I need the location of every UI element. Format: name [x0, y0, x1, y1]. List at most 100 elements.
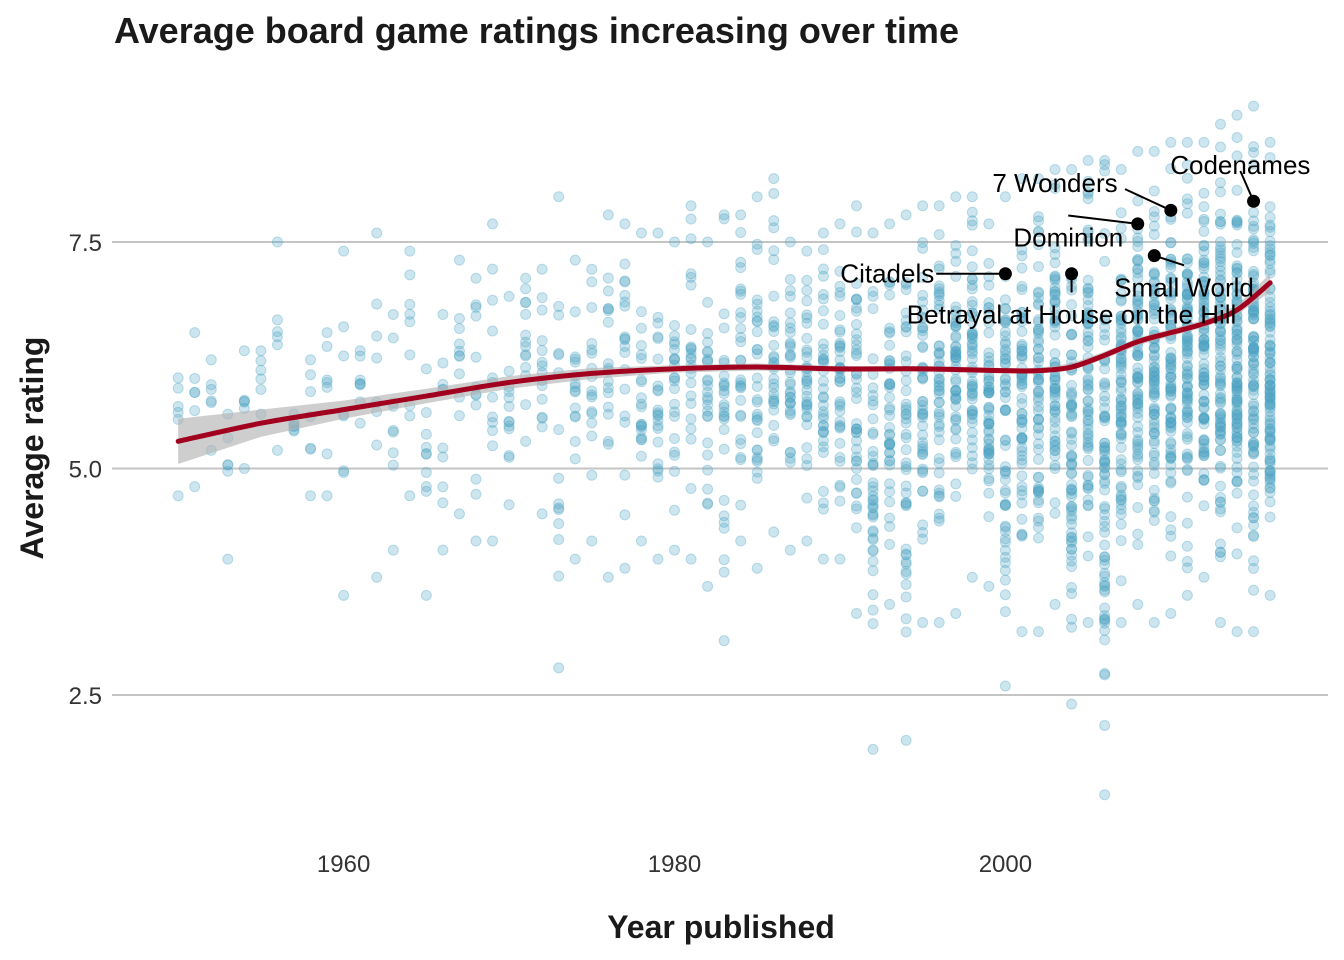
data-point — [1231, 467, 1243, 479]
data-point — [1165, 368, 1177, 380]
data-point — [1165, 383, 1177, 395]
data-point — [834, 326, 846, 338]
data-point — [884, 538, 896, 550]
data-point — [718, 566, 730, 578]
data-point — [917, 289, 929, 301]
data-point — [1181, 269, 1193, 281]
data-point — [1115, 273, 1127, 285]
data-point — [1165, 310, 1177, 322]
data-point — [718, 411, 730, 423]
data-point — [933, 434, 945, 446]
data-point — [768, 222, 780, 234]
data-point — [1214, 393, 1226, 405]
data-point — [1264, 414, 1276, 426]
data-point — [1248, 512, 1260, 524]
data-point — [1066, 536, 1078, 548]
data-point — [702, 498, 714, 510]
data-point — [917, 440, 929, 452]
data-point — [999, 405, 1011, 417]
data-point — [1115, 327, 1127, 339]
data-point — [1248, 234, 1260, 246]
data-point — [338, 589, 350, 601]
data-point — [1198, 363, 1210, 375]
data-point — [834, 218, 846, 230]
data-point — [950, 341, 962, 353]
data-point — [1049, 303, 1061, 315]
data-point — [1264, 317, 1276, 329]
data-point — [1066, 310, 1078, 322]
data-point — [718, 322, 730, 334]
data-point — [371, 439, 383, 451]
data-point — [487, 263, 499, 275]
data-point — [1264, 468, 1276, 480]
data-point — [1248, 313, 1260, 325]
data-point — [1066, 479, 1078, 491]
data-point — [966, 463, 978, 475]
data-point — [536, 360, 548, 372]
data-point — [900, 417, 912, 429]
data-point — [801, 372, 813, 384]
data-point — [1248, 335, 1260, 347]
data-point — [1032, 414, 1044, 426]
data-point — [966, 393, 978, 405]
data-point — [950, 341, 962, 353]
data-point — [1016, 481, 1028, 493]
data-point — [1082, 318, 1094, 330]
data-point — [1214, 291, 1226, 303]
data-point — [1181, 452, 1193, 464]
data-point — [1181, 390, 1193, 402]
data-point — [1214, 397, 1226, 409]
data-point — [1165, 550, 1177, 562]
data-point — [1148, 418, 1160, 430]
data-point — [900, 284, 912, 296]
data-point — [1231, 345, 1243, 357]
data-point — [751, 343, 763, 355]
data-point — [1214, 407, 1226, 419]
data-point — [1115, 315, 1127, 327]
data-point — [1181, 381, 1193, 393]
data-point — [768, 319, 780, 331]
data-point — [867, 395, 879, 407]
data-point — [1148, 303, 1160, 315]
data-point — [1148, 495, 1160, 507]
data-point — [1115, 317, 1127, 329]
data-point — [1231, 416, 1243, 428]
data-point — [1148, 617, 1160, 629]
data-point — [1082, 617, 1094, 629]
data-point — [834, 481, 846, 493]
data-point — [850, 474, 862, 486]
data-point — [1099, 412, 1111, 424]
data-point — [1148, 376, 1160, 388]
data-point — [1082, 286, 1094, 298]
data-point — [1181, 491, 1193, 503]
data-point — [966, 296, 978, 308]
data-point — [1264, 339, 1276, 351]
data-point — [1198, 260, 1210, 272]
data-point — [1214, 334, 1226, 346]
data-point — [1148, 387, 1160, 399]
data-point — [1231, 239, 1243, 251]
data-point — [784, 290, 796, 302]
data-point — [1032, 334, 1044, 346]
data-point — [1115, 408, 1127, 420]
data-point — [1231, 338, 1243, 350]
data-point — [1264, 380, 1276, 392]
data-point — [966, 571, 978, 583]
data-point — [1032, 374, 1044, 386]
data-point — [536, 393, 548, 405]
data-point — [1264, 589, 1276, 601]
data-point — [867, 303, 879, 315]
data-point — [751, 396, 763, 408]
data-point — [1264, 240, 1276, 252]
data-point — [1066, 518, 1078, 530]
data-point — [917, 527, 929, 539]
data-point — [1214, 338, 1226, 350]
data-point — [999, 358, 1011, 370]
data-point — [1231, 216, 1243, 228]
data-point — [1082, 226, 1094, 238]
data-point — [685, 279, 697, 291]
data-point — [801, 346, 813, 358]
data-point — [1082, 274, 1094, 286]
data-point — [751, 315, 763, 327]
data-point — [983, 301, 995, 313]
